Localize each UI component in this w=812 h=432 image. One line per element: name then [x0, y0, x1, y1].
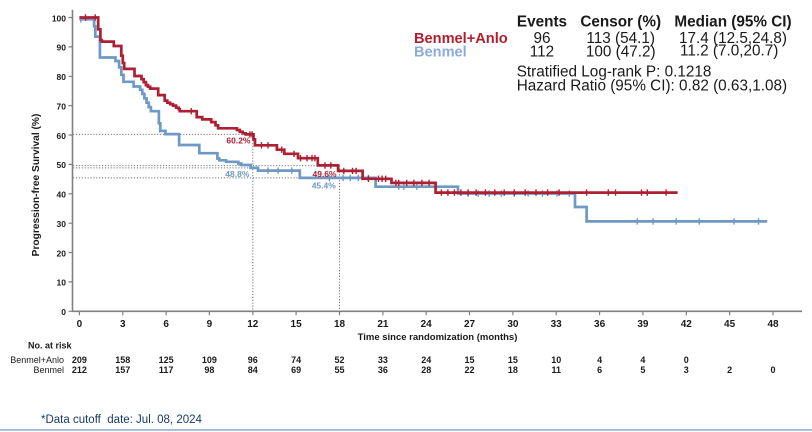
- svg-text:12: 12: [247, 319, 259, 330]
- svg-text:24: 24: [421, 319, 433, 330]
- svg-text:69: 69: [291, 365, 301, 375]
- svg-text:40: 40: [57, 190, 67, 200]
- svg-text:30: 30: [507, 319, 519, 330]
- svg-text:11.2 (7.0,20.7): 11.2 (7.0,20.7): [680, 43, 778, 60]
- svg-text:45: 45: [724, 319, 736, 330]
- svg-text:125: 125: [159, 355, 174, 365]
- svg-text:52: 52: [334, 355, 344, 365]
- svg-text:15: 15: [464, 355, 474, 365]
- svg-text:42: 42: [681, 319, 693, 330]
- svg-text:10: 10: [57, 278, 67, 288]
- svg-text:21: 21: [377, 319, 389, 330]
- svg-text:Stratified Log-rank P: 0.1218: Stratified Log-rank P: 0.1218: [517, 64, 712, 81]
- svg-text:96: 96: [248, 355, 258, 365]
- svg-text:Progression-free Survival (%): Progression-free Survival (%): [31, 114, 42, 257]
- svg-text:0: 0: [61, 307, 66, 317]
- svg-text:15: 15: [508, 355, 518, 365]
- svg-text:33: 33: [378, 355, 388, 365]
- svg-text:Censor (%): Censor (%): [580, 14, 661, 31]
- svg-text:60.2%: 60.2%: [226, 136, 251, 146]
- svg-text:18: 18: [508, 365, 518, 375]
- svg-text:55: 55: [334, 365, 344, 375]
- svg-text:48.8%: 48.8%: [225, 169, 250, 179]
- svg-text:18: 18: [334, 319, 346, 330]
- svg-text:Benmel+Anlo: Benmel+Anlo: [414, 31, 508, 47]
- svg-text:9: 9: [207, 319, 213, 330]
- svg-text:4: 4: [640, 355, 645, 365]
- svg-text:36: 36: [378, 365, 388, 375]
- svg-text:30: 30: [57, 219, 67, 229]
- svg-text:22: 22: [464, 365, 474, 375]
- svg-text:15: 15: [291, 319, 303, 330]
- svg-text:Events: Events: [517, 14, 567, 31]
- svg-text:11: 11: [551, 365, 561, 375]
- svg-text:109: 109: [202, 355, 217, 365]
- svg-text:6: 6: [597, 365, 602, 375]
- svg-text:90: 90: [57, 43, 67, 53]
- svg-text:6: 6: [163, 319, 169, 330]
- svg-text:5: 5: [640, 365, 645, 375]
- svg-text:Time since randomization (mont: Time since randomization (months): [358, 332, 518, 343]
- svg-text:Benmel+Anlo: Benmel+Anlo: [10, 355, 64, 365]
- svg-text:98: 98: [204, 365, 214, 375]
- svg-text:Benmel: Benmel: [33, 365, 64, 375]
- svg-text:50: 50: [57, 160, 67, 170]
- svg-text:4: 4: [597, 355, 602, 365]
- svg-text:100: 100: [52, 13, 66, 23]
- svg-text:60: 60: [57, 131, 67, 141]
- svg-text:0: 0: [684, 355, 689, 365]
- svg-text:Median (95% CI): Median (95% CI): [674, 14, 791, 31]
- svg-text:Hazard Ratio (95% CI): 0.82 (0: Hazard Ratio (95% CI): 0.82 (0.63,1.08): [517, 78, 787, 95]
- svg-text:100 (47.2): 100 (47.2): [586, 44, 656, 61]
- svg-text:39: 39: [637, 319, 649, 330]
- svg-text:49.6%: 49.6%: [312, 169, 337, 179]
- svg-text:158: 158: [115, 355, 130, 365]
- svg-text:209: 209: [72, 355, 87, 365]
- svg-text:3: 3: [120, 319, 126, 330]
- svg-text:2: 2: [727, 365, 732, 375]
- svg-text:*Data cutoff date: Jul. 08, 2: *Data cutoff date: Jul. 08, 2024: [41, 414, 203, 426]
- svg-text:74: 74: [291, 355, 301, 365]
- svg-text:36: 36: [594, 319, 606, 330]
- svg-text:0: 0: [77, 319, 83, 330]
- svg-text:157: 157: [115, 365, 130, 375]
- svg-text:84: 84: [248, 365, 258, 375]
- svg-text:96: 96: [533, 30, 550, 47]
- svg-text:70: 70: [57, 101, 67, 111]
- svg-text:24: 24: [421, 355, 431, 365]
- svg-text:Benmel: Benmel: [414, 45, 467, 61]
- svg-text:33: 33: [551, 319, 563, 330]
- svg-text:No. at risk: No. at risk: [28, 340, 73, 350]
- svg-text:0: 0: [770, 365, 775, 375]
- svg-text:113 (54.1): 113 (54.1): [586, 30, 655, 47]
- svg-text:10: 10: [551, 355, 561, 365]
- svg-text:28: 28: [421, 365, 431, 375]
- svg-text:17.4 (12.5,24.8): 17.4 (12.5,24.8): [679, 30, 787, 47]
- svg-text:212: 212: [72, 365, 87, 375]
- svg-text:80: 80: [57, 72, 67, 82]
- svg-text:48: 48: [767, 319, 779, 330]
- svg-text:3: 3: [684, 365, 689, 375]
- svg-text:45.4%: 45.4%: [312, 180, 337, 190]
- svg-text:117: 117: [159, 365, 174, 375]
- svg-text:20: 20: [57, 248, 67, 258]
- svg-text:27: 27: [464, 319, 476, 330]
- svg-text:112: 112: [530, 44, 554, 61]
